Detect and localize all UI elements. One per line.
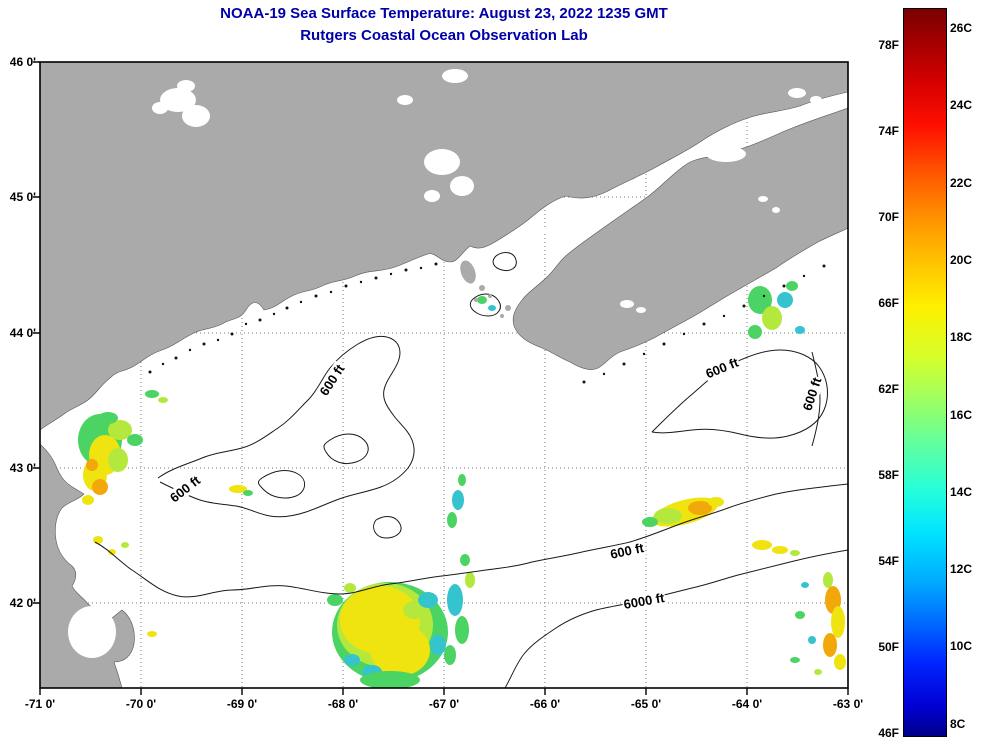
colorbar-celsius-label: 14C [950, 485, 973, 499]
y-tick-label: 46 0' [9, 55, 36, 69]
contour-600ft-wilkinson [157, 335, 415, 518]
colorbar-celsius-label: 10C [950, 639, 973, 653]
colorbar-celsius-label: 8C [950, 717, 966, 731]
land-layer [40, 62, 848, 688]
x-tick-label: -68 0' [327, 697, 359, 711]
colorbar-fahrenheit-label: 66F [878, 296, 899, 310]
colorbar-fahrenheit-label: 54F [878, 554, 899, 568]
colorbar-fahrenheit-label: 78F [878, 38, 899, 52]
figure-subtitle: Rutgers Coastal Ocean Observation Lab [300, 27, 588, 44]
y-tick-label: 42 0' [9, 596, 36, 610]
cloud-patches [152, 69, 822, 378]
figure-title: NOAA-19 Sea Surface Temperature: August … [220, 5, 668, 22]
contour-600ft-shelf [94, 483, 848, 598]
colorbar-fahrenheit-label: 46F [878, 726, 899, 740]
colorbar-celsius-label: 16C [950, 408, 973, 422]
land-nova-scotia [512, 107, 848, 370]
colorbar-celsius-label: 20C [950, 253, 973, 267]
x-tick-label: -69 0' [226, 697, 258, 711]
colorbar-celsius-label: 24C [950, 98, 973, 112]
colorbar-fahrenheit-label: 74F [878, 124, 899, 138]
colorbar-celsius-label: 22C [950, 176, 973, 190]
x-tick-label: -65 0' [630, 697, 662, 711]
colorbar-celsius-label: 12C [950, 562, 973, 576]
island-grand-manan [460, 260, 476, 284]
colorbar-celsius-label: 26C [950, 21, 973, 35]
x-tick-label: -63 0' [832, 697, 864, 711]
colorbar-fahrenheit-label: 62F [878, 382, 899, 396]
y-tick-label: 45 0' [9, 190, 36, 204]
land-mainland [40, 62, 848, 688]
coast-speckles [148, 262, 826, 384]
cape-cod-bay [68, 606, 116, 658]
x-tick-label: -66 0' [529, 697, 561, 711]
colorbar-fahrenheit-label: 70F [878, 210, 899, 224]
sst-patches [78, 281, 846, 688]
x-tick-label: -67 0' [428, 697, 460, 711]
colorbar-gradient [903, 8, 947, 737]
x-tick-label: -71 0' [24, 697, 56, 711]
bathymetry-contours [94, 252, 848, 688]
y-tick-label: 44 0' [9, 326, 36, 340]
colorbar-fahrenheit-label: 58F [878, 468, 899, 482]
y-tick-label: 43 0' [9, 461, 36, 475]
colorbar-fahrenheit-label: 50F [878, 640, 899, 654]
colorbar-celsius-label: 18C [950, 330, 973, 344]
x-tick-label: -64 0' [731, 697, 763, 711]
x-tick-label: -70 0' [125, 697, 157, 711]
tick-marks [33, 61, 849, 695]
